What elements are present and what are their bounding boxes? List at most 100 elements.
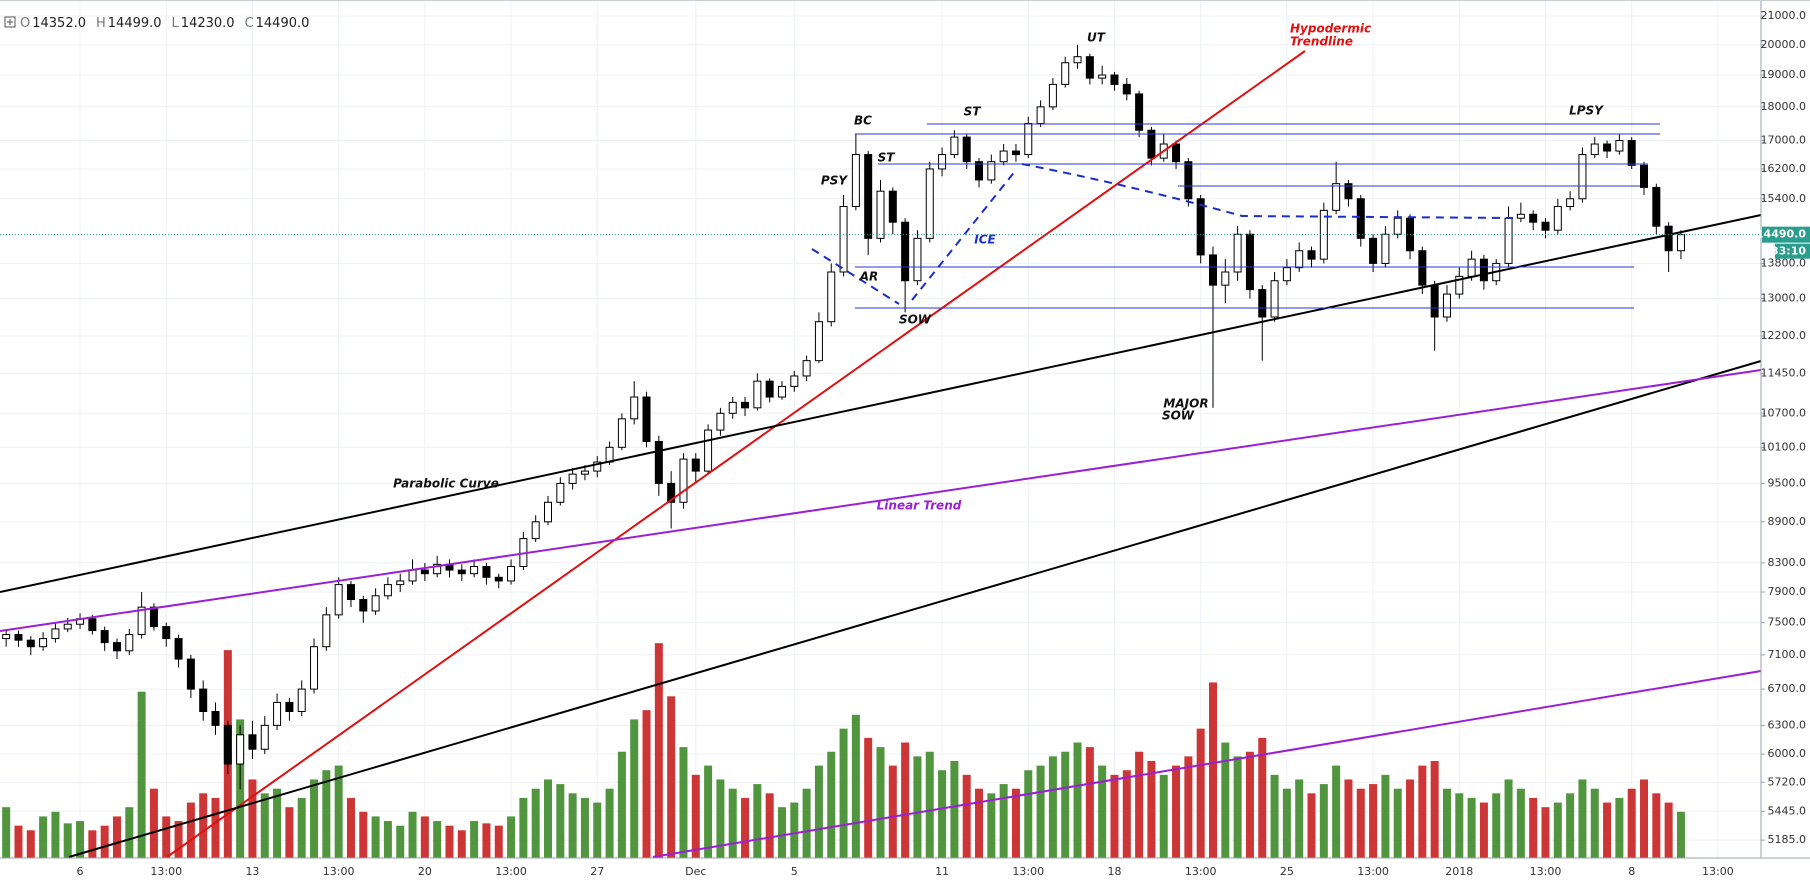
candle-body (507, 565, 516, 582)
candle-body (310, 646, 319, 690)
y-tick-label: 8300.0 (1768, 556, 1807, 569)
candle-body (260, 724, 269, 750)
volume-bar (851, 714, 860, 858)
last-price-label: 14490.0 (1756, 228, 1806, 241)
volume-bar (186, 802, 195, 858)
volume-bar (777, 807, 786, 858)
annotation: PSY (821, 174, 848, 188)
candle-body (334, 584, 343, 616)
volume-bar (1381, 774, 1390, 858)
volume-bar (1356, 788, 1365, 858)
candles (2, 44, 1685, 790)
y-tick-label: 21000.0 (1761, 9, 1807, 22)
x-tick-label: 8 (1628, 865, 1635, 878)
candle-body (149, 606, 158, 628)
candle-body (1393, 217, 1402, 235)
candle-body (962, 136, 971, 163)
candle-body (420, 569, 429, 575)
ohlc-key: H (96, 16, 106, 31)
volume-pane (2, 643, 1685, 858)
x-tick-label: 13:00 (1012, 865, 1044, 878)
volume-bar (1406, 779, 1415, 858)
candle-body (728, 401, 737, 414)
volume-bar (691, 774, 700, 858)
candle-body (1061, 62, 1070, 85)
y-tick-label: 6300.0 (1768, 718, 1807, 731)
candle-body (630, 396, 639, 420)
candle-body (186, 658, 195, 690)
y-tick-label: 5445.0 (1768, 804, 1807, 817)
volume-bar (1024, 770, 1033, 858)
candle-body (1196, 198, 1205, 256)
volume-bar (346, 797, 355, 858)
candle-body (901, 221, 910, 282)
candle-body (1627, 140, 1636, 166)
x-tick-label: 6 (77, 865, 84, 878)
candle-body (1615, 140, 1624, 152)
candle-body (14, 634, 23, 641)
volume-bar (1147, 760, 1156, 858)
volume-bar (63, 823, 72, 858)
candle-body (716, 412, 725, 431)
volume-bar (1085, 747, 1094, 858)
candle-body (839, 205, 848, 273)
volume-bar (1615, 797, 1624, 858)
candle-body (371, 595, 380, 612)
candle-body (1430, 284, 1439, 318)
candle-body (470, 565, 479, 575)
x-tick-label: 25 (1280, 865, 1294, 878)
y-tick-label: 5185.0 (1768, 833, 1807, 846)
volume-bar (1652, 793, 1661, 858)
parabolic-line (0, 214, 1762, 593)
volume-bar (864, 737, 873, 858)
volume-bar (1172, 765, 1181, 858)
linear-trend (0, 369, 1762, 632)
volume-bar (1098, 765, 1107, 858)
volume-bar (285, 807, 294, 858)
candle-body (1332, 183, 1341, 211)
x-tick-label: 13:00 (150, 865, 182, 878)
volume-bar (1393, 788, 1402, 858)
y-tick-label: 6000.0 (1768, 747, 1807, 760)
candle-body (1245, 233, 1254, 291)
volume-bar (1307, 793, 1316, 858)
ohlc-value: 14490.0 (256, 16, 310, 31)
candle-body (1603, 143, 1612, 152)
candle-body (236, 734, 245, 765)
candle-body (741, 401, 750, 409)
y-tick-label: 13000.0 (1761, 292, 1807, 305)
volume-bar (1344, 779, 1353, 858)
candle-body (1529, 213, 1538, 223)
volume-bar (556, 784, 565, 858)
candle-body (531, 521, 540, 540)
volume-bar (1578, 779, 1587, 858)
candle-body (1590, 143, 1599, 156)
volume-bar (913, 756, 922, 858)
volume-bar (1455, 793, 1464, 858)
x-tick-label: 13:00 (1530, 865, 1562, 878)
candle-body (1295, 250, 1304, 269)
candle-body (1036, 106, 1045, 124)
candle-body (593, 461, 602, 472)
candle-body (568, 473, 577, 484)
candle-body (987, 161, 996, 181)
volume-bar (199, 793, 208, 858)
volume-bar (925, 751, 934, 858)
volume-bar (433, 821, 442, 858)
volume-bar (100, 825, 109, 858)
volume-bar (999, 784, 1008, 858)
candle-body (125, 634, 134, 652)
y-tick-label: 8900.0 (1768, 515, 1807, 528)
volume-bar (1467, 797, 1476, 858)
candle-body (1258, 289, 1267, 318)
candle-body (851, 154, 860, 207)
volume-bar (580, 797, 589, 858)
candle-body (1110, 74, 1119, 85)
volume-bar (1603, 802, 1612, 858)
candle-body (1442, 293, 1451, 318)
legend-icon (4, 16, 16, 28)
dashed-lines (811, 163, 1514, 305)
x-tick-label: 27 (590, 865, 604, 878)
candle-body (950, 136, 959, 156)
candle-body (2, 634, 11, 640)
